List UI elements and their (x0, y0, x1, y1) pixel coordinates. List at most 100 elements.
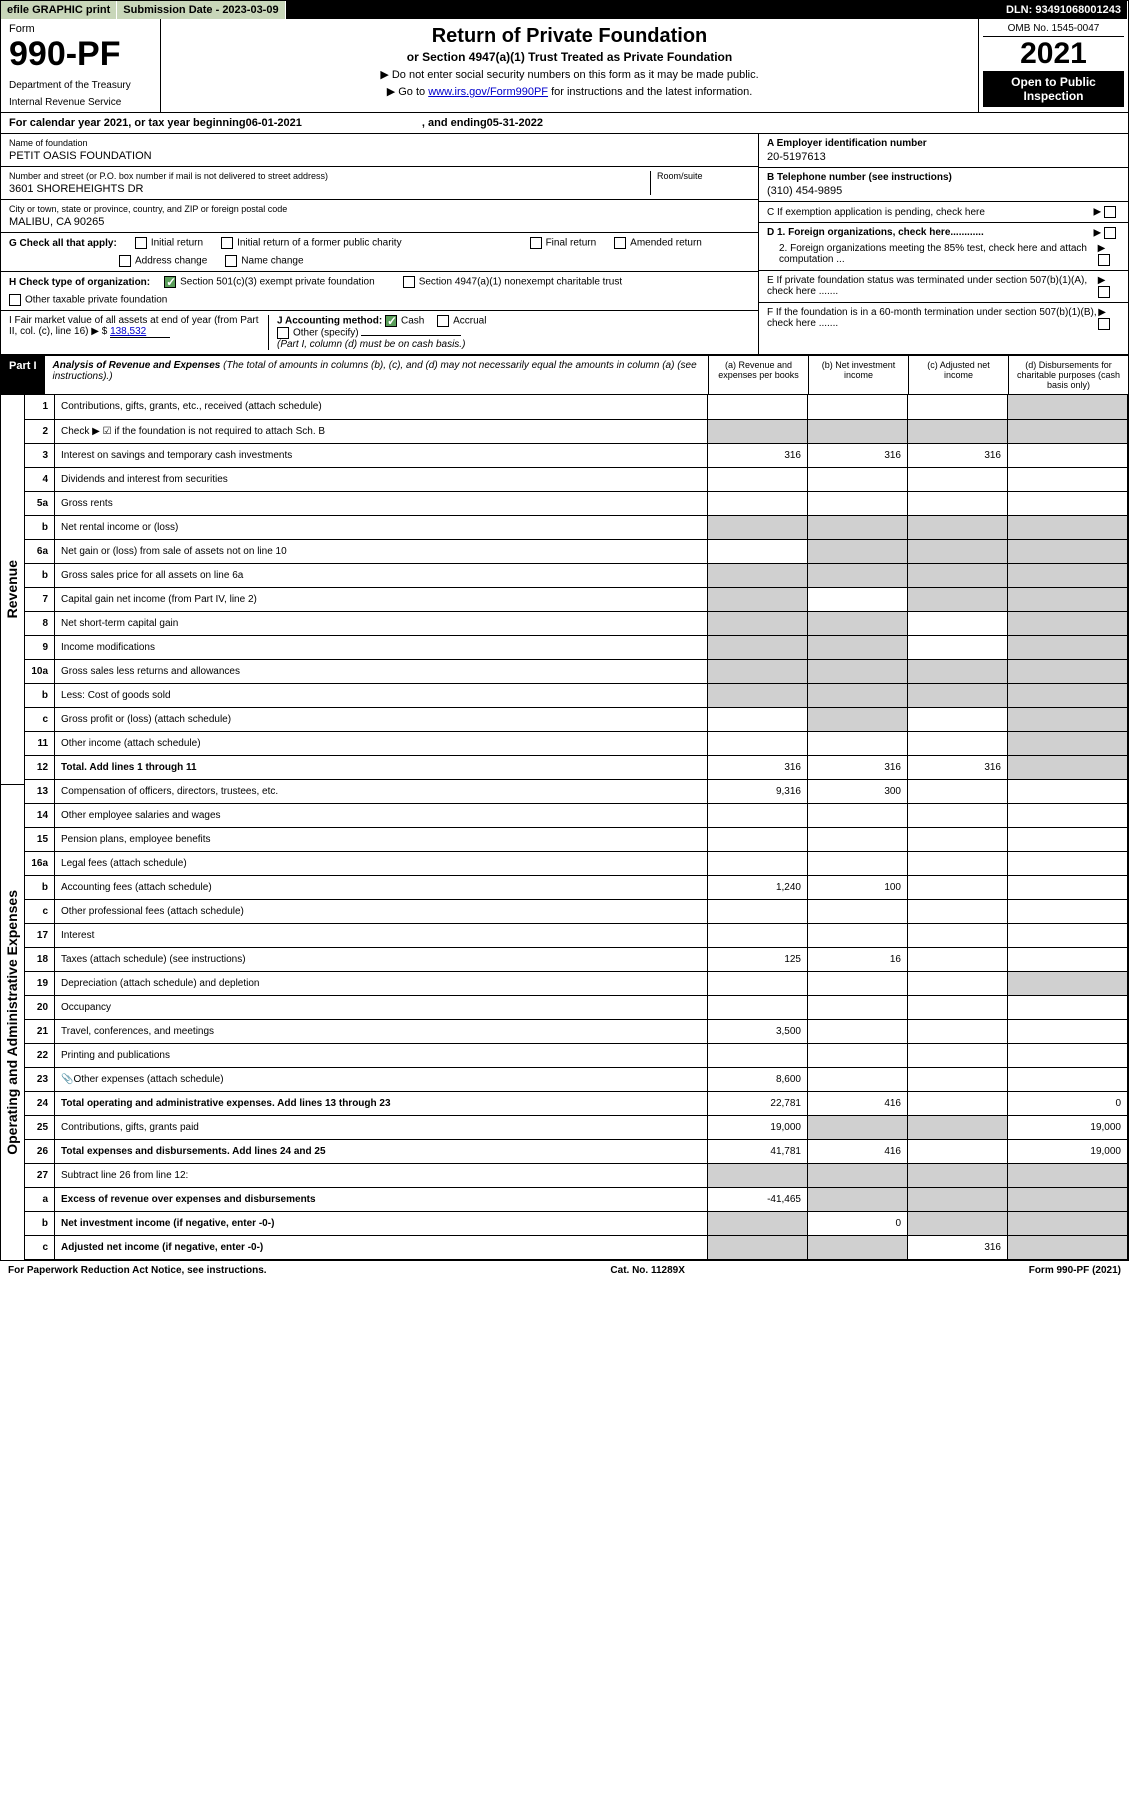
amount-cell (1008, 1019, 1128, 1043)
amount-cell (908, 851, 1008, 875)
amount-cell (1008, 971, 1128, 995)
table-row: 20Occupancy (25, 995, 1128, 1019)
row-label: Income modifications (55, 635, 708, 659)
amended-return-checkbox[interactable] (614, 237, 626, 249)
60-month-checkbox[interactable] (1098, 318, 1110, 330)
initial-return-checkbox[interactable] (135, 237, 147, 249)
footer: For Paperwork Reduction Act Notice, see … (0, 1261, 1129, 1280)
amount-cell (1008, 563, 1128, 587)
other-taxable-checkbox[interactable] (9, 294, 21, 306)
form-title: Return of Private Foundation (171, 25, 968, 48)
table-row: 23 📎Other expenses (attach schedule)8,60… (25, 1067, 1128, 1091)
table-row: 18Taxes (attach schedule) (see instructi… (25, 947, 1128, 971)
table-row: 17Interest (25, 923, 1128, 947)
name-change-checkbox[interactable] (225, 255, 237, 267)
data-table: 1Contributions, gifts, grants, etc., rec… (25, 395, 1128, 1260)
amount-cell (908, 491, 1008, 515)
amount-cell: 100 (808, 875, 908, 899)
amount-cell (908, 467, 1008, 491)
g-checkboxes: G Check all that apply: Initial return I… (1, 233, 758, 272)
row-label: Legal fees (attach schedule) (55, 851, 708, 875)
dept-irs: Internal Revenue Service (9, 97, 152, 108)
amount-cell (908, 1187, 1008, 1211)
amount-cell (1008, 611, 1128, 635)
row-label: Contributions, gifts, grants paid (55, 1115, 708, 1139)
table-row: 26Total expenses and disbursements. Add … (25, 1139, 1128, 1163)
tax-year: 2021 (983, 37, 1124, 71)
amount-cell (808, 539, 908, 563)
row-number: a (25, 1187, 55, 1211)
amount-cell (908, 515, 1008, 539)
amount-cell (708, 419, 808, 443)
row-label: Capital gain net income (from Part IV, l… (55, 587, 708, 611)
row-label: Subtract line 26 from line 12: (55, 1163, 708, 1187)
exemption-pending-checkbox[interactable] (1104, 206, 1116, 218)
amount-cell (1008, 851, 1128, 875)
amount-cell (808, 1019, 908, 1043)
amount-cell: 19,000 (1008, 1115, 1128, 1139)
amount-cell (808, 491, 908, 515)
amount-cell (808, 635, 908, 659)
table-row: cAdjusted net income (if negative, enter… (25, 1235, 1128, 1259)
foreign-85-checkbox[interactable] (1098, 254, 1110, 266)
address-change-checkbox[interactable] (119, 255, 131, 267)
initial-former-checkbox[interactable] (221, 237, 233, 249)
row-number: 9 (25, 635, 55, 659)
amount-cell (708, 395, 808, 419)
4947-checkbox[interactable] (403, 276, 415, 288)
amount-cell: 9,316 (708, 779, 808, 803)
row-number: 5a (25, 491, 55, 515)
row-number: 3 (25, 443, 55, 467)
table-row: 3Interest on savings and temporary cash … (25, 443, 1128, 467)
amount-cell (1008, 899, 1128, 923)
dln-label: DLN: 93491068001243 (1000, 1, 1128, 19)
amount-cell (908, 827, 1008, 851)
header-row: Form 990-PF Department of the Treasury I… (1, 19, 1128, 113)
row-number: 27 (25, 1163, 55, 1187)
amount-cell (808, 587, 908, 611)
table-row: 12Total. Add lines 1 through 11316316316 (25, 755, 1128, 779)
row-number: 15 (25, 827, 55, 851)
c-cell: C If exemption application is pending, c… (759, 202, 1128, 223)
row-label: Net investment income (if negative, ente… (55, 1211, 708, 1235)
row-number: 23 (25, 1067, 55, 1091)
row-number: 17 (25, 923, 55, 947)
amount-cell: 3,500 (708, 1019, 808, 1043)
row-label: Travel, conferences, and meetings (55, 1019, 708, 1043)
amount-cell (708, 707, 808, 731)
city-cell: City or town, state or province, country… (1, 200, 758, 233)
row-number: 26 (25, 1139, 55, 1163)
row-label: Gross rents (55, 491, 708, 515)
amount-cell (908, 1115, 1008, 1139)
table-row: 4Dividends and interest from securities (25, 467, 1128, 491)
amount-cell (908, 875, 1008, 899)
efile-label: efile GRAPHIC print (1, 1, 117, 19)
amount-cell: 8,600 (708, 1067, 808, 1091)
cash-checkbox[interactable] (385, 315, 397, 327)
amount-cell (808, 419, 908, 443)
amount-cell: 0 (808, 1211, 908, 1235)
amount-cell (708, 1235, 808, 1259)
amount-cell (708, 1163, 808, 1187)
table-row: bNet rental income or (loss) (25, 515, 1128, 539)
row-label: Net short-term capital gain (55, 611, 708, 635)
form-label: Form (9, 23, 152, 35)
status-terminated-checkbox[interactable] (1098, 286, 1110, 298)
foreign-org-checkbox[interactable] (1104, 227, 1116, 239)
501c3-checkbox[interactable] (164, 276, 176, 288)
amount-cell: 416 (808, 1139, 908, 1163)
other-method-checkbox[interactable] (277, 327, 289, 339)
amount-cell (808, 827, 908, 851)
accrual-checkbox[interactable] (437, 315, 449, 327)
form-container: efile GRAPHIC print Submission Date - 20… (0, 0, 1129, 1261)
table-row: 25Contributions, gifts, grants paid19,00… (25, 1115, 1128, 1139)
row-number: 6a (25, 539, 55, 563)
table-row: bAccounting fees (attach schedule)1,2401… (25, 875, 1128, 899)
row-label: Interest (55, 923, 708, 947)
row-label: Adjusted net income (if negative, enter … (55, 1235, 708, 1259)
footer-center: Cat. No. 11289X (610, 1265, 684, 1276)
amount-cell (908, 1091, 1008, 1115)
final-return-checkbox[interactable] (530, 237, 542, 249)
irs-link[interactable]: www.irs.gov/Form990PF (428, 86, 548, 98)
row-number: 18 (25, 947, 55, 971)
